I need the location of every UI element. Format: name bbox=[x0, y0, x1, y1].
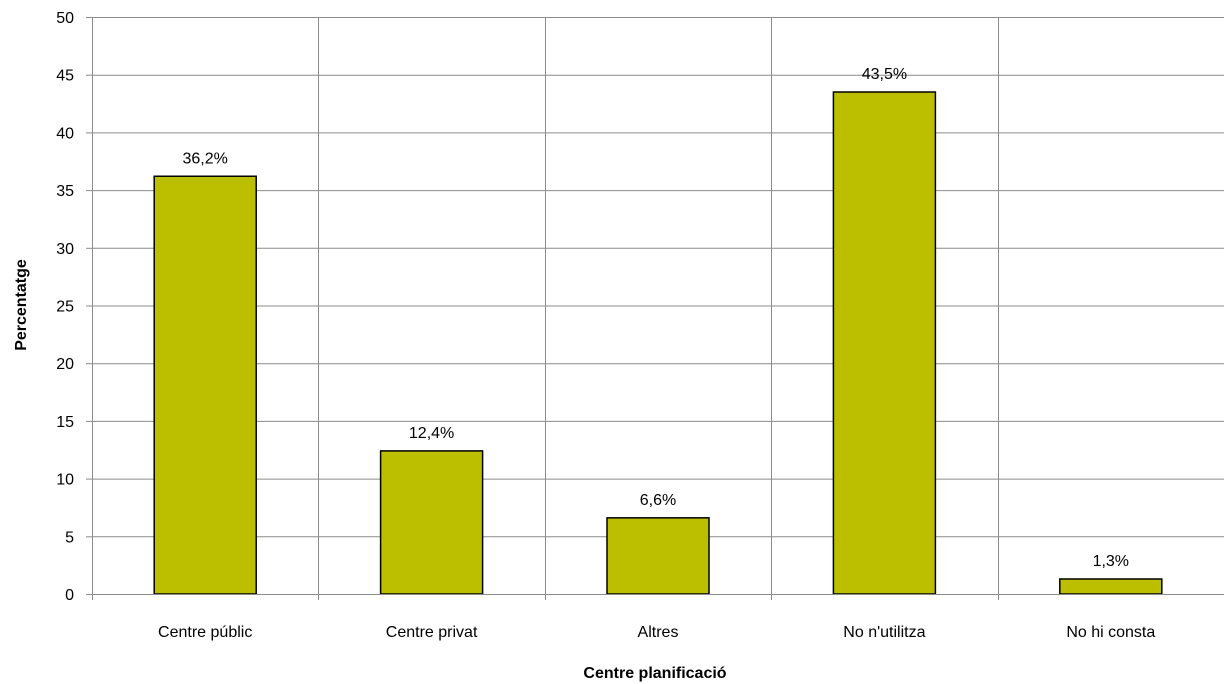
gridlines bbox=[92, 17, 1224, 594]
bar bbox=[832, 91, 937, 595]
x-axis-title: Centre planificació bbox=[583, 665, 726, 682]
y-tick-label: 0 bbox=[65, 587, 74, 604]
x-tick-label: Altres bbox=[638, 624, 679, 641]
y-tick-label: 25 bbox=[56, 299, 74, 316]
bar bbox=[379, 450, 484, 595]
x-tick-label: No n'utilitza bbox=[843, 624, 925, 641]
x-tick-label: No hi consta bbox=[1066, 624, 1155, 641]
y-tick-label: 20 bbox=[56, 356, 74, 373]
data-label: 1,3% bbox=[1093, 553, 1129, 570]
axes bbox=[86, 17, 1224, 600]
data-label: 43,5% bbox=[862, 66, 907, 83]
y-tick-label: 10 bbox=[56, 472, 74, 489]
y-axis-title: Percentatge bbox=[13, 259, 30, 351]
data-label: 6,6% bbox=[640, 492, 676, 509]
bars bbox=[153, 91, 1163, 595]
y-tick-label: 35 bbox=[56, 183, 74, 200]
y-tick-label: 40 bbox=[56, 125, 74, 142]
bar bbox=[153, 175, 257, 595]
y-tick-label: 45 bbox=[56, 68, 74, 85]
x-tick-label: Centre privat bbox=[386, 624, 478, 641]
data-label: 12,4% bbox=[409, 425, 454, 442]
bar bbox=[606, 517, 710, 595]
labels: 0 5 10 15 20 25 30 35 40 45 50 36,2% Centre públic 12… bbox=[56, 10, 1155, 641]
data-label: 36,2% bbox=[183, 150, 228, 167]
bar bbox=[1059, 578, 1163, 595]
y-tick-label: 30 bbox=[56, 241, 74, 258]
y-tick-label: 15 bbox=[56, 414, 74, 431]
y-tick-label: 50 bbox=[56, 10, 74, 27]
x-tick-label: Centre públic bbox=[158, 624, 252, 641]
y-tick-label: 5 bbox=[65, 529, 74, 546]
